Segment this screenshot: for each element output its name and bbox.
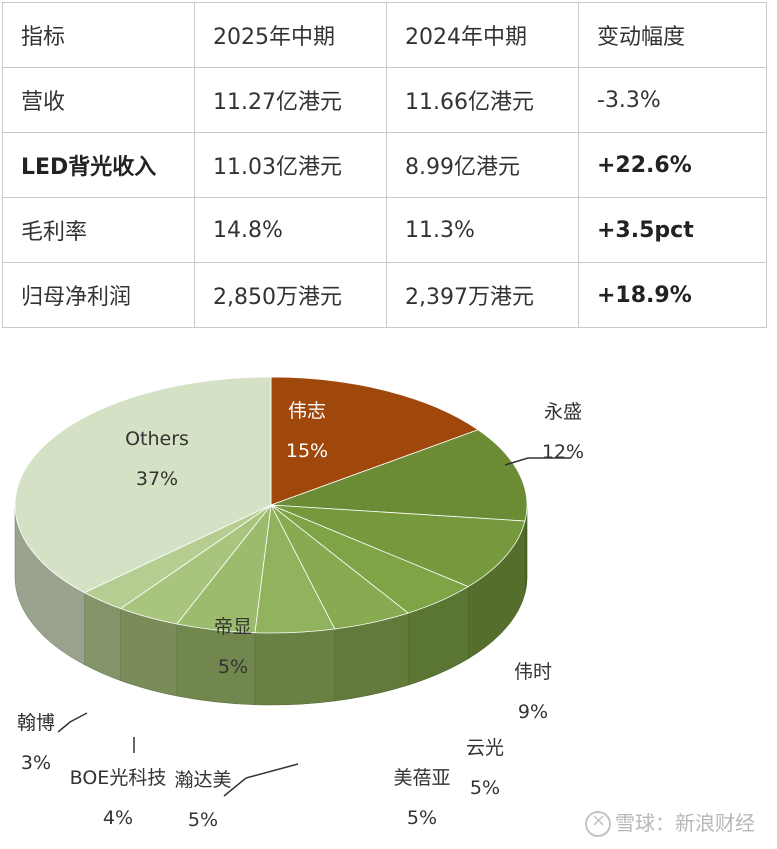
slice-percent-5: 5% [188,809,218,831]
value-2025-cell: 11.27亿港元 [194,67,387,133]
metric-cell: 毛利率 [2,197,195,263]
pie-slice-2 [270,504,526,588]
header-cell: 2025年中期 [194,2,387,68]
pie-leader-lines [57,457,571,797]
slice-percent-9: 37% [136,468,178,490]
slice-percent-0: 15% [286,440,328,462]
slice-percent-2: 9% [518,701,548,723]
leader-line-1 [504,457,571,466]
value-2025-cell: 2,850万港元 [194,262,387,328]
slice-percent-3: 5% [470,777,500,799]
value-2024-cell: 11.66亿港元 [386,67,579,133]
value-2024-cell: 11.3% [386,197,579,263]
value-2024-cell: 8.99亿港元 [386,132,579,198]
value-2025-cell: 11.03亿港元 [194,132,387,198]
header-cell: 指标 [2,2,195,68]
market-share-pie-chart: 伟志 15% 永盛 12% 伟时 9% 云光 5% 美蓓亚 5% 瀚达美 5% 帝显 5% BOE光科技 4%… [14,376,584,831]
slice-label-3: 云光 [466,737,504,759]
table-row: 营收 11.27亿港元 11.66亿港元 -3.3% [2,67,767,133]
table-row: 毛利率 14.8% 11.3% +3.5pct [2,197,767,263]
change-cell: +3.5pct [578,197,767,263]
metric-cell: 归母净利润 [2,262,195,328]
xueqiu-logo-icon [585,810,611,837]
slice-percent-8: 3% [21,752,51,774]
watermark: 雪球：新浪财经 [585,807,755,837]
slice-label-7: BOE光科技 [70,767,167,789]
table-row: LED背光收入 11.03亿港元 8.99亿港元 +22.6% [2,132,767,198]
slice-percent-1: 12% [542,441,584,463]
change-cell: -3.3% [578,67,767,133]
slice-percent-7: 4% [103,807,133,829]
slice-label-0: 伟志 [288,400,326,422]
pie-slice-9 [14,376,272,594]
metric-cell: LED背光收入 [2,132,195,198]
slice-label-9: Others [125,428,189,450]
change-cell: +22.6% [578,132,767,198]
pie-slice-1 [270,429,528,522]
slice-label-1: 永盛 [544,401,582,423]
table-header-row: 指标 2025年中期 2024年中期 变动幅度 [2,2,767,68]
value-2025-cell: 14.8% [194,197,387,263]
slice-percent-6: 5% [218,656,248,678]
table-row: 归母净利润 2,850万港元 2,397万港元 +18.9% [2,262,767,328]
slice-percent-4: 5% [407,807,437,829]
pie-labels: 伟志 15% 永盛 12% 伟时 9% 云光 5% 美蓓亚 5% 瀚达美 5% 帝显 5% BOE光科技 4%… [17,400,584,831]
watermark-text: 雪球：新浪财经 [615,810,755,835]
slice-label-6: 帝显 [214,616,252,638]
header-cell: 变动幅度 [578,2,767,68]
pie-side-5 [254,628,335,706]
financial-table: 指标 2025年中期 2024年中期 变动幅度 营收 11.27亿港元 11.6… [2,2,767,328]
change-cell: +18.9% [578,262,767,328]
pie-tops [14,376,528,634]
leader-line-8 [57,712,88,733]
slice-label-5: 瀚达美 [174,769,231,791]
header-cell: 2024年中期 [386,2,579,68]
leader-line-5 [223,763,299,797]
slice-label-8: 翰博 [17,712,55,734]
metric-cell: 营收 [2,67,195,133]
slice-label-2: 伟时 [514,661,552,683]
slice-label-4: 美蓓亚 [393,767,450,789]
pie-slice-0 [270,376,479,506]
pie-sides [14,504,528,706]
value-2024-cell: 2,397万港元 [386,262,579,328]
